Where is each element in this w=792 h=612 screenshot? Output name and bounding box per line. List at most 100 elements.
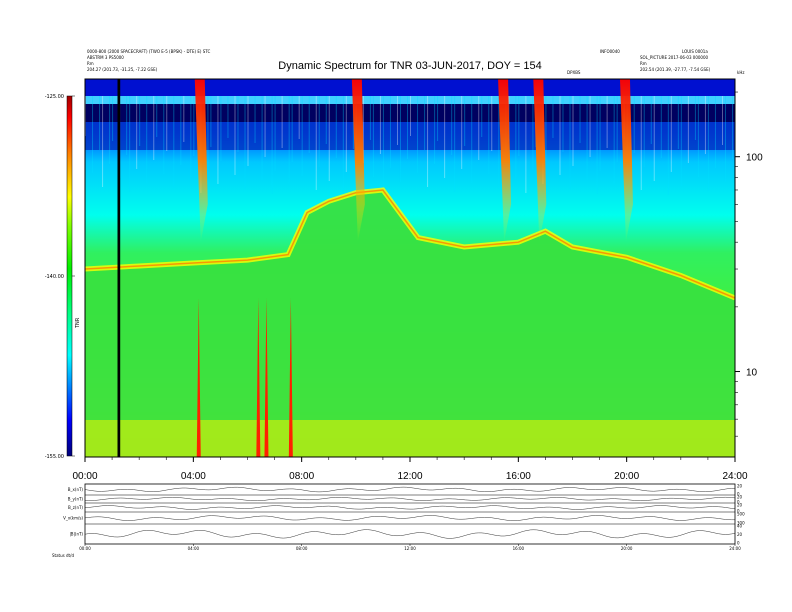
- header-right-line: INFO0040: [600, 49, 620, 54]
- x-tick-label: 12:00: [397, 471, 422, 482]
- vertical-streak: [210, 96, 212, 147]
- vertical-streak: [488, 96, 490, 174]
- lower-panel-trace: [84, 505, 736, 510]
- annotation-top: DPXBS: [567, 70, 581, 75]
- vertical-streak: [606, 96, 608, 148]
- vertical-streak: [183, 96, 185, 142]
- vertical-streak: [281, 96, 283, 148]
- lower-panel-right-tick: 20: [737, 503, 743, 508]
- lower-panel-right-tick: 0: [737, 509, 740, 514]
- low-frequency-spike: [288, 297, 293, 457]
- vertical-streak: [264, 96, 266, 157]
- vertical-streak: [389, 96, 391, 168]
- header-left-line: 204.27 (201.73, -31.25, -7.22 GSE): [87, 67, 158, 72]
- vertical-streak: [271, 96, 273, 194]
- vertical-streak: [559, 96, 561, 175]
- vertical-streak: [545, 96, 547, 161]
- vertical-streak: [193, 96, 195, 156]
- vertical-streak: [586, 96, 588, 180]
- lower-x-tick-label: 00:00: [79, 546, 91, 551]
- vertical-streak: [596, 96, 598, 194]
- vertical-streak: [732, 96, 734, 159]
- lower-panel-label: V_x(km/s): [63, 516, 83, 521]
- vertical-streak: [599, 96, 601, 171]
- vertical-streak: [434, 96, 436, 164]
- vertical-streak: [247, 96, 249, 166]
- vertical-streak: [552, 96, 554, 138]
- lower-panel-right-tick: 0: [737, 492, 740, 497]
- lower-panel-right-tick: 0: [737, 500, 740, 505]
- vertical-streak: [325, 96, 327, 144]
- colorbar-label: TNR: [75, 317, 81, 329]
- vertical-streak: [308, 96, 310, 153]
- lower-panel-label: B_x(nT): [68, 487, 84, 492]
- vertical-streak: [180, 96, 182, 165]
- vertical-streak: [92, 96, 94, 173]
- vertical-streak: [136, 96, 138, 169]
- lower-x-tick-label: 20:00: [621, 546, 633, 551]
- vertical-streak: [707, 96, 709, 191]
- vertical-streak: [342, 96, 344, 195]
- vertical-streak: [112, 96, 114, 141]
- lower-panel-label: B_y(nT): [68, 497, 84, 502]
- type-iii-burst: [533, 79, 547, 243]
- vertical-streak: [667, 96, 669, 195]
- vertical-streak: [227, 96, 229, 138]
- vertical-streak: [687, 96, 689, 163]
- lower-x-tick-label: 08:00: [296, 546, 308, 551]
- vertical-streak: [102, 96, 104, 187]
- lower-panel-label: |B|(nT): [69, 532, 83, 537]
- header-right-line: SOL_PICTURE 2017-06-03 000000: [640, 55, 708, 60]
- vertical-streak: [633, 96, 635, 153]
- header-right-line: 202.54 (201.39, -27.77, -7.54 GSE): [640, 67, 711, 72]
- vertical-streak: [532, 96, 534, 170]
- lower-panel-right-tick: 500: [737, 512, 745, 517]
- header-right-line: LOUIS 0001a: [682, 49, 708, 54]
- vertical-streak: [481, 96, 483, 137]
- x-tick-label: 20:00: [614, 471, 639, 482]
- vertical-streak: [234, 96, 236, 175]
- vertical-streak: [410, 96, 411, 136]
- colorbar-tick-label: -155.00: [45, 454, 64, 460]
- vertical-streak: [345, 96, 347, 172]
- lower-panel-right-tick: 20: [737, 484, 743, 489]
- vertical-streak: [704, 96, 706, 154]
- vertical-streak: [261, 96, 263, 180]
- vertical-streak: [498, 96, 500, 188]
- vertical-streak: [139, 96, 141, 146]
- vertical-streak: [589, 96, 591, 157]
- vertical-streak: [427, 96, 429, 187]
- vertical-streak: [478, 96, 480, 160]
- vertical-streak: [379, 96, 381, 154]
- vertical-streak: [207, 96, 209, 170]
- vertical-streak: [572, 96, 574, 166]
- lower-x-tick-label: 24:00: [729, 546, 741, 551]
- type-iii-burst: [498, 79, 512, 243]
- vertical-streak: [616, 96, 618, 162]
- vertical-streak: [653, 96, 655, 181]
- vertical-streak: [318, 96, 320, 167]
- vertical-streak: [372, 96, 374, 177]
- vertical-streak: [437, 96, 439, 141]
- vertical-streak: [677, 96, 679, 149]
- y-tick-label: 10: [746, 368, 758, 379]
- header-left-line: Rm: [87, 61, 94, 66]
- colorbar: [66, 95, 73, 457]
- colorbar-tick-label: -125.00: [45, 94, 64, 100]
- lower-panel-label: B_z(nT): [68, 505, 83, 510]
- vertical-streak: [163, 96, 165, 174]
- vertical-streak: [680, 96, 682, 186]
- lower-panel-right-tick: 20: [737, 532, 743, 537]
- vertical-streak: [461, 96, 463, 169]
- x-tick-label: 04:00: [181, 471, 206, 482]
- lower-panel-trace: [84, 529, 736, 539]
- black-cutoff: [117, 79, 121, 457]
- vertical-streak: [525, 96, 527, 193]
- vertical-streak: [562, 96, 564, 152]
- vertical-streak: [407, 96, 409, 159]
- vertical-streak: [315, 96, 317, 190]
- header-left-line: ABSTRM 3 PS5000: [87, 55, 124, 60]
- vertical-streak: [291, 96, 293, 162]
- vertical-streak: [146, 96, 148, 183]
